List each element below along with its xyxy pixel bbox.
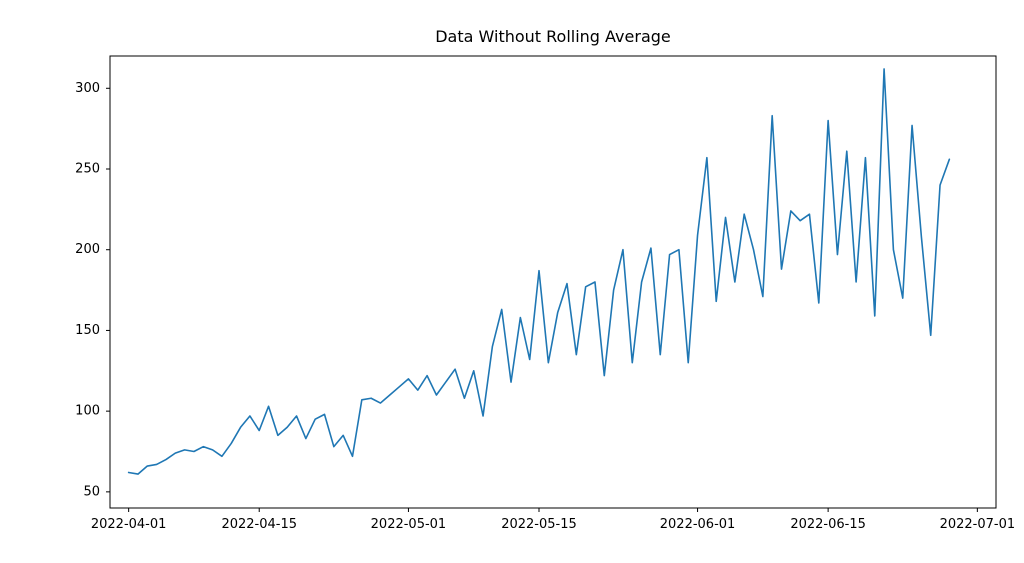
chart-container: 50 100 150 200 250 300 2022-04-01 2022-04-15 202… [0,0,1024,563]
y-tick-label: 250 [75,162,100,177]
x-tick-label: 2022-06-15 [790,517,866,532]
x-tick-label: 2022-07-01 [940,517,1016,532]
y-tick-label: 200 [75,242,100,257]
x-tick-label: 2022-05-15 [501,517,577,532]
x-tick-label: 2022-06-01 [660,517,736,532]
x-tick-label: 2022-04-01 [91,517,167,532]
x-tick-label: 2022-05-01 [371,517,447,532]
x-tick-label: 2022-04-15 [221,517,297,532]
y-tick-label: 50 [83,484,100,499]
line-chart: 50 100 150 200 250 300 2022-04-01 2022-04-15 202… [0,0,1024,563]
chart-title: Data Without Rolling Average [435,27,671,46]
y-tick-label: 100 [75,404,100,419]
y-tick-label: 300 [75,81,100,96]
y-tick-label: 150 [75,323,100,338]
